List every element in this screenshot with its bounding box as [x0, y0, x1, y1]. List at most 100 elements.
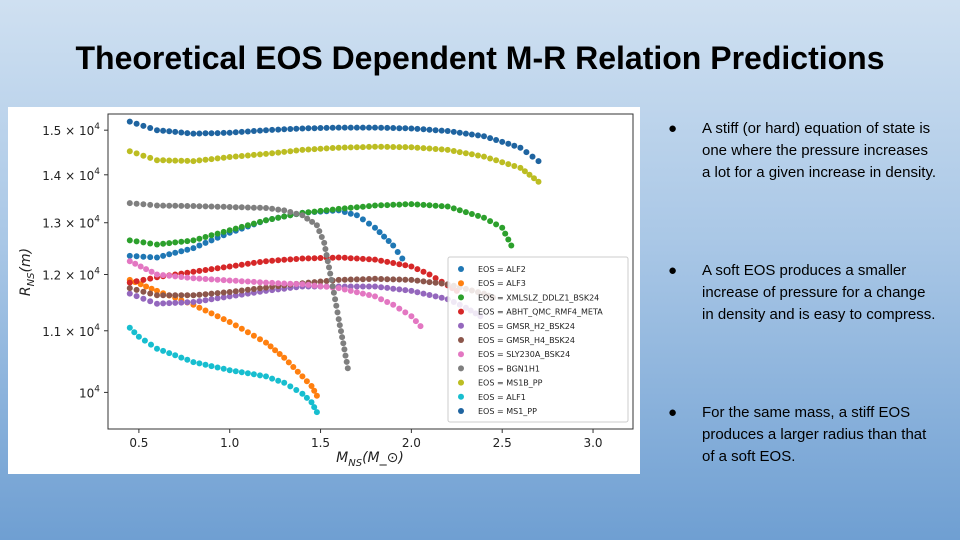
- data-point: [226, 204, 233, 210]
- data-point: [305, 255, 312, 262]
- data-point: [281, 379, 288, 386]
- data-point: [140, 122, 147, 129]
- data-point: [299, 146, 306, 153]
- y-tick-label: 1.4 × 104: [42, 167, 100, 183]
- data-point: [462, 209, 469, 216]
- data-point: [214, 364, 221, 371]
- data-point: [232, 204, 239, 211]
- data-point: [178, 202, 185, 209]
- legend-label: EOS = ALF2: [478, 265, 526, 274]
- data-point: [184, 130, 191, 137]
- data-point: [287, 126, 294, 132]
- data-point: [220, 154, 227, 161]
- data-point: [281, 148, 288, 155]
- data-point: [250, 220, 257, 227]
- data-point: [511, 163, 518, 169]
- data-point: [366, 292, 372, 298]
- data-point: [341, 276, 348, 283]
- data-point: [257, 127, 263, 134]
- data-point: [160, 127, 167, 134]
- data-point: [408, 201, 415, 208]
- data-point: [226, 227, 233, 234]
- data-point: [126, 118, 133, 125]
- data-point: [126, 237, 133, 244]
- data-point: [396, 305, 403, 312]
- data-point: [285, 359, 292, 366]
- data-point: [166, 128, 173, 135]
- data-point: [327, 270, 334, 277]
- data-point: [166, 202, 173, 209]
- data-point: [263, 127, 269, 134]
- data-point: [126, 148, 133, 155]
- data-point: [275, 149, 282, 156]
- data-point: [438, 294, 445, 301]
- data-point: [317, 207, 324, 214]
- data-point: [408, 313, 415, 320]
- data-point: [275, 126, 282, 133]
- data-point: [378, 202, 385, 209]
- data-point: [154, 157, 160, 164]
- data-point: [202, 291, 209, 298]
- data-point: [372, 256, 378, 263]
- data-point: [238, 287, 245, 294]
- data-point: [390, 285, 397, 292]
- data-point: [402, 125, 409, 132]
- data-point: [132, 260, 139, 267]
- data-point: [341, 205, 348, 212]
- data-point: [303, 378, 310, 385]
- data-point: [190, 275, 197, 282]
- data-point: [238, 128, 245, 135]
- data-point: [332, 296, 339, 303]
- data-point: [313, 222, 320, 229]
- data-point: [493, 157, 500, 164]
- data-point: [238, 291, 245, 298]
- data-point: [208, 156, 215, 163]
- data-point: [378, 296, 385, 303]
- data-point: [381, 233, 388, 240]
- data-point: [414, 289, 421, 296]
- data-point: [432, 279, 439, 286]
- data-point: [344, 365, 351, 372]
- data-point: [317, 255, 324, 261]
- data-point: [420, 126, 427, 133]
- data-point: [154, 202, 160, 209]
- data-point: [323, 145, 330, 152]
- data-point: [269, 205, 276, 212]
- data-point: [390, 301, 397, 308]
- data-point: [178, 354, 185, 361]
- data-point: [184, 274, 191, 281]
- data-point: [353, 124, 360, 131]
- data-point: [154, 241, 160, 248]
- data-point: [196, 235, 203, 242]
- data-point: [390, 125, 397, 131]
- data-point: [160, 347, 167, 354]
- data-point: [244, 222, 251, 229]
- data-point: [238, 204, 245, 211]
- data-point: [166, 292, 173, 299]
- data-point: [305, 209, 312, 216]
- data-point: [172, 157, 179, 164]
- data-point: [257, 372, 263, 379]
- y-tick-label: 1.1 × 104: [42, 323, 100, 339]
- data-point: [317, 125, 324, 131]
- x-axis-label: MNS(M_⊙): [336, 450, 404, 469]
- data-point: [140, 239, 147, 246]
- data-point: [232, 225, 239, 232]
- data-point: [263, 279, 269, 286]
- legend-label: EOS = GMSR_H2_BSK24: [478, 322, 575, 331]
- data-point: [140, 201, 147, 208]
- data-point: [438, 280, 445, 287]
- data-point: [263, 205, 269, 211]
- data-point: [372, 224, 378, 231]
- data-point: [184, 356, 191, 363]
- data-point: [402, 262, 409, 269]
- x-tick-label: 1.5: [311, 436, 330, 450]
- data-point: [456, 149, 463, 156]
- data-point: [372, 283, 378, 290]
- data-point: [208, 276, 215, 283]
- data-point: [257, 204, 263, 211]
- legend-label: EOS = MS1_PP: [478, 407, 537, 416]
- data-point: [244, 329, 251, 336]
- data-point: [166, 300, 173, 307]
- data-point: [347, 210, 354, 217]
